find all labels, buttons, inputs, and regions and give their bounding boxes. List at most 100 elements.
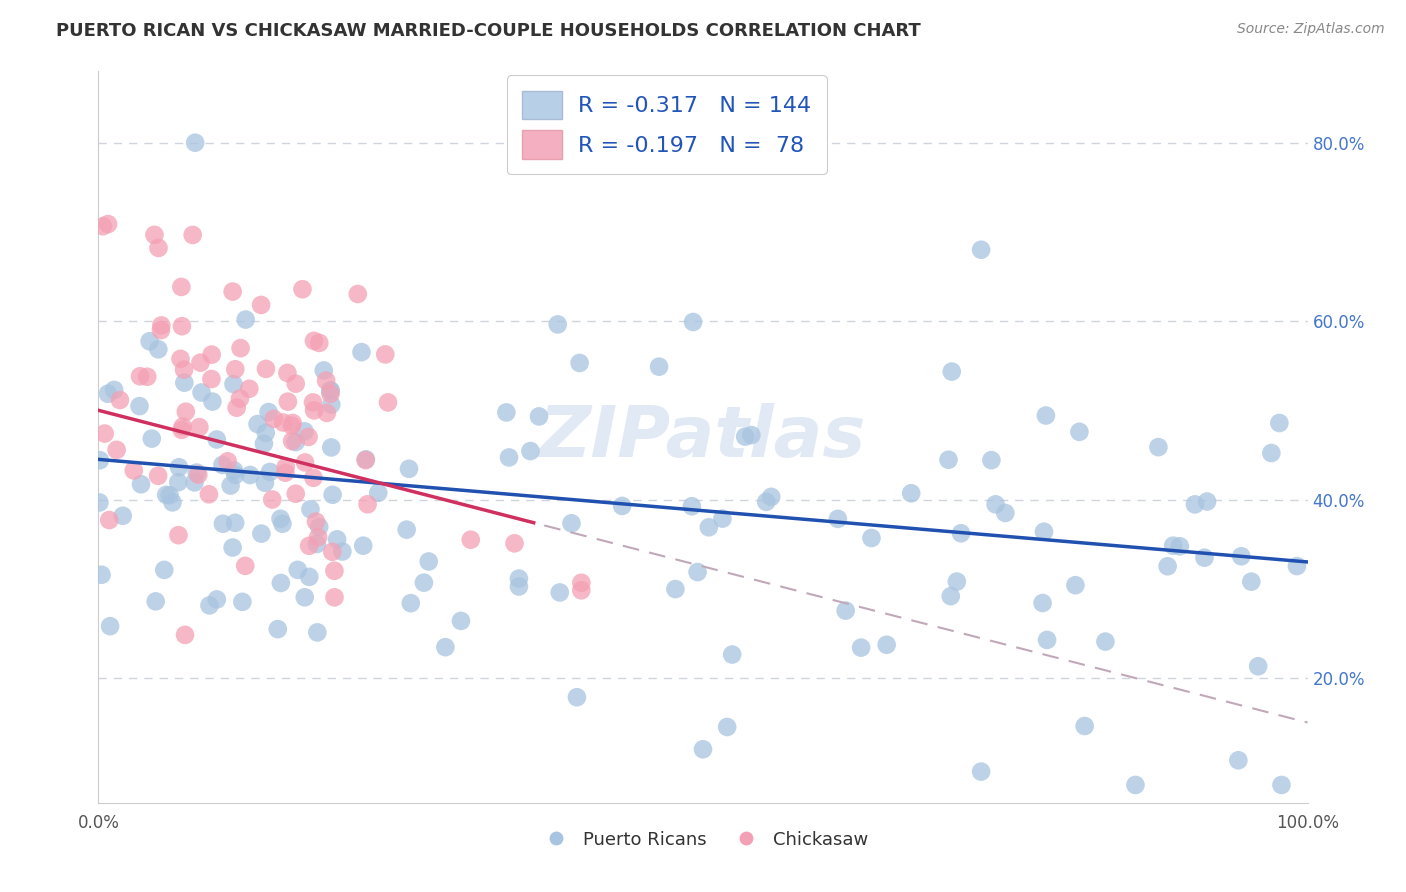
Point — [547, 318, 569, 332]
Point — [173, 376, 195, 390]
Text: ZIPatlas: ZIPatlas — [540, 402, 866, 472]
Point — [508, 580, 530, 594]
Point — [352, 539, 374, 553]
Point — [129, 369, 152, 384]
Point — [354, 452, 377, 467]
Point — [939, 589, 962, 603]
Point — [143, 227, 166, 242]
Point — [89, 495, 111, 509]
Point — [686, 565, 709, 579]
Point — [1094, 634, 1116, 648]
Point — [181, 227, 204, 242]
Point — [262, 492, 284, 507]
Point — [1194, 550, 1216, 565]
Point — [294, 591, 316, 605]
Point — [235, 312, 257, 326]
Point — [259, 465, 281, 479]
Point — [1033, 524, 1056, 539]
Point — [284, 486, 307, 500]
Point — [354, 453, 377, 467]
Point — [849, 640, 872, 655]
Point — [291, 282, 314, 296]
Point — [1032, 596, 1054, 610]
Point — [827, 512, 849, 526]
Point — [105, 442, 128, 457]
Point — [1064, 578, 1087, 592]
Point — [1156, 559, 1178, 574]
Point — [681, 500, 703, 514]
Point — [97, 217, 120, 231]
Point — [170, 280, 193, 294]
Point — [89, 453, 111, 467]
Point — [190, 356, 212, 370]
Point — [221, 541, 243, 555]
Point — [1240, 574, 1263, 589]
Point — [174, 628, 197, 642]
Point — [834, 604, 856, 618]
Point — [302, 403, 325, 417]
Point — [250, 298, 273, 312]
Point — [93, 426, 115, 441]
Point — [274, 459, 297, 474]
Point — [111, 508, 134, 523]
Point — [184, 136, 207, 150]
Point — [187, 467, 209, 482]
Point — [938, 452, 960, 467]
Point — [277, 394, 299, 409]
Point — [148, 241, 170, 255]
Point — [173, 362, 195, 376]
Point — [270, 512, 292, 526]
Point — [980, 453, 1002, 467]
Point — [221, 285, 243, 299]
Point — [1197, 494, 1219, 508]
Point — [231, 595, 253, 609]
Point — [664, 582, 686, 596]
Point — [1247, 659, 1270, 673]
Point — [740, 428, 762, 442]
Point — [697, 520, 720, 534]
Point — [332, 544, 354, 558]
Point — [224, 362, 246, 376]
Point — [198, 487, 221, 501]
Point — [648, 359, 671, 374]
Legend: Puerto Ricans, Chickasaw: Puerto Ricans, Chickasaw — [530, 823, 876, 856]
Point — [294, 425, 316, 439]
Point — [298, 539, 321, 553]
Point — [229, 341, 252, 355]
Point — [460, 533, 482, 547]
Point — [569, 583, 592, 598]
Point — [398, 462, 420, 476]
Point — [860, 531, 883, 545]
Point — [308, 335, 330, 350]
Point — [307, 625, 329, 640]
Point — [399, 596, 422, 610]
Point — [183, 475, 205, 490]
Point — [254, 362, 277, 376]
Point — [900, 486, 922, 500]
Point — [326, 533, 349, 547]
Point — [876, 638, 898, 652]
Point — [294, 455, 316, 469]
Point — [1268, 416, 1291, 430]
Point — [412, 575, 434, 590]
Point — [253, 475, 276, 490]
Point — [217, 454, 239, 468]
Point — [970, 764, 993, 779]
Point — [568, 356, 591, 370]
Point — [97, 386, 120, 401]
Point — [374, 347, 396, 361]
Point — [103, 383, 125, 397]
Point — [1147, 440, 1170, 454]
Point — [281, 434, 304, 448]
Point — [307, 530, 329, 544]
Point — [569, 575, 592, 590]
Point — [254, 425, 277, 440]
Point — [222, 377, 245, 392]
Point — [159, 488, 181, 502]
Point — [1230, 549, 1253, 564]
Point — [128, 399, 150, 413]
Point — [219, 478, 242, 492]
Point — [136, 369, 159, 384]
Point — [450, 614, 472, 628]
Point — [1035, 409, 1057, 423]
